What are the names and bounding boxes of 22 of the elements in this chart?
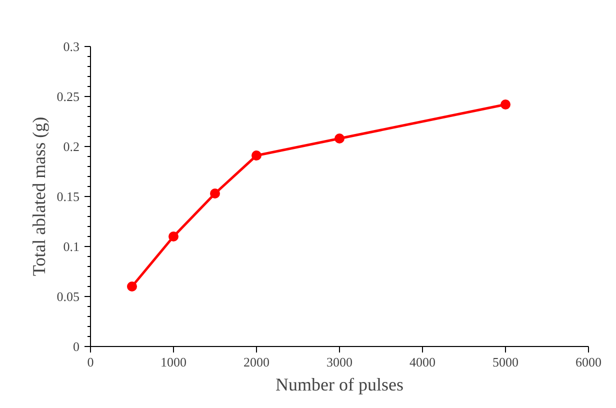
y-tick-label: 0.3 bbox=[63, 39, 80, 54]
point bbox=[500, 100, 510, 110]
y-tick-label: 0.25 bbox=[56, 89, 80, 104]
y-tick-label: 0 bbox=[73, 339, 80, 354]
x-tick-label: 5000 bbox=[492, 354, 518, 370]
x-tick-label: 0 bbox=[87, 354, 94, 370]
point bbox=[127, 282, 137, 292]
y-tick-label: 0.05 bbox=[56, 289, 80, 304]
x-tick-label: 3000 bbox=[326, 354, 352, 370]
x-tick-label: 6000 bbox=[576, 354, 602, 370]
y-tick-label: 0.15 bbox=[56, 189, 80, 204]
point bbox=[168, 232, 178, 242]
y-axis-title: Total ablated mass (g) bbox=[28, 116, 49, 276]
x-tick-label: 1000 bbox=[160, 354, 186, 370]
y-tick-label: 0.2 bbox=[63, 139, 80, 154]
point bbox=[210, 188, 220, 198]
x-tick-label: 2000 bbox=[244, 354, 270, 370]
x-tick-label: 4000 bbox=[410, 354, 436, 370]
y-tick-label: 0.1 bbox=[63, 239, 80, 254]
point bbox=[252, 150, 262, 160]
x-axis-title: Number of pulses bbox=[276, 374, 404, 394]
point bbox=[334, 134, 344, 144]
